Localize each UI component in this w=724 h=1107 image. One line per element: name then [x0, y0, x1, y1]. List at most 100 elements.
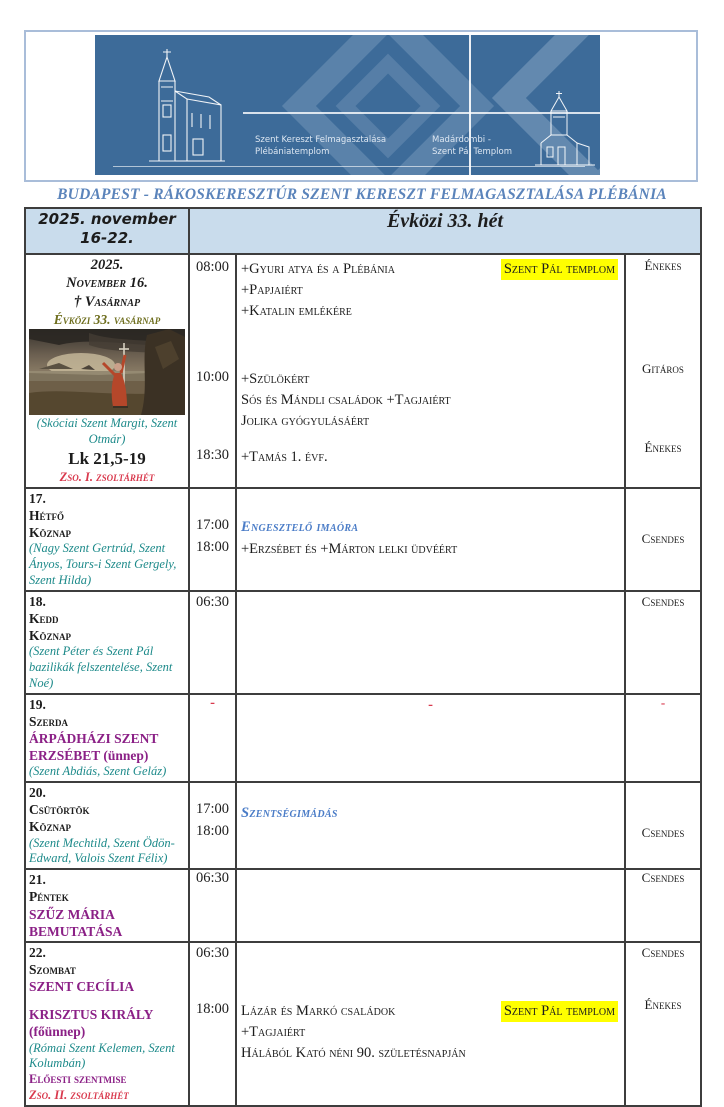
mass-intentions: +Tamás 1. évf.	[241, 447, 620, 468]
day-info-line: 20.	[29, 785, 46, 801]
day-info-line: Köznap	[29, 627, 72, 643]
time-cell: 06:30	[188, 868, 237, 943]
cross-vertical-line	[469, 35, 471, 175]
music-type: Énekes	[644, 440, 682, 455]
caption-line: Szent Kereszt Felmagasztalása	[255, 135, 387, 145]
content-cell: Szentségimádás	[235, 781, 626, 871]
mass-time: 06:30	[195, 593, 230, 610]
day-cell: 19. Szerda ÁRPÁDHÁZI SZENT ERZSÉBET (ünnep…	[24, 692, 190, 784]
mass-time: 17:00	[195, 801, 230, 818]
content-cell	[235, 589, 626, 695]
mass-time: 17:00	[195, 516, 230, 533]
music-type: Csendes	[641, 825, 685, 841]
day-info-line: KRISZTUS KIRÁLY (főünnep)	[29, 1007, 153, 1040]
intention-line: Hálából Kató néni 90. születésnapján	[241, 1044, 466, 1061]
music-type: Gitáros	[642, 361, 684, 376]
intention-line: Lázár és Markó családok	[241, 1002, 396, 1019]
day-info-line: 17.	[29, 490, 46, 506]
left-church-drawing	[149, 49, 225, 162]
music-cell: Énekes Gitáros Énekes	[624, 253, 702, 489]
mass-intentions: +Erzsébet és +Márton lelki üdvéért	[241, 539, 620, 560]
day-info-line: Köznap	[29, 524, 72, 540]
mass-intentions: Szent Pál templom +Gyuri atya és a Plébán…	[241, 259, 620, 322]
banner-baseline	[113, 166, 585, 167]
schedule-row: 18. Kedd Köznap (Szent Péter és Szent Pál b…	[24, 589, 702, 695]
intention-line: +Szülökért	[241, 371, 310, 387]
day-info-line: Zso. I. zsoltárhét	[59, 469, 155, 484]
schedule-row: 20. Csütörtök Köznap (Szent Mechtild, Szent…	[24, 781, 702, 871]
schedule-row: 21. Péntek SZŰZ MÁRIA BEMUTATÁSA 06:30 Csend…	[24, 868, 702, 943]
intention-line: +Erzsébet és +Márton lelki üdvéért	[241, 540, 458, 557]
caption-line: Szent Pál Templom	[432, 146, 513, 157]
day-info-line: (Szent Abdiás, Szent Geláz)	[29, 764, 167, 779]
music-cell: Csendes	[624, 589, 702, 695]
time-cell: 17:00 18:00	[188, 781, 237, 871]
music-type: -	[660, 694, 666, 710]
schedule-table: 2025. november 16-22. Évközi 33. hét 202…	[24, 207, 702, 1107]
day-info-line: Zso. II. zsoltárhét	[29, 1088, 129, 1103]
day-info-line: Szerda	[29, 713, 69, 729]
mass-time: 18:30	[195, 447, 230, 463]
caption-line: Madárdombi -	[432, 135, 491, 145]
day-info-line: (Szent Mechtild, Szent Ödön-Edward, Valo…	[29, 835, 175, 866]
week-header: Évközi 33. hét	[188, 207, 702, 255]
music-cell: Csendes	[624, 781, 702, 871]
music-type: Énekes	[644, 258, 682, 273]
content-cell: -	[235, 692, 626, 784]
schedule-row: 2025. November 16. † Vasárnap Évközi 33. va…	[24, 253, 702, 489]
day-info-line: 22.	[29, 944, 46, 960]
mass-time: 18:00	[195, 538, 230, 555]
day-info-line: (Szent Péter és Szent Pál bazilikák fels…	[29, 644, 173, 690]
mass-intentions: Szent Pál templom Lázár és Markó családok…	[241, 1000, 620, 1064]
day-cell: 18. Kedd Köznap (Szent Péter és Szent Pál b…	[24, 589, 190, 695]
day-info-line: Lk 21,5-19	[68, 449, 146, 469]
banner: Szent Kereszt Felmagasztalása Plébániate…	[24, 30, 698, 182]
intention-line: +Tamás 1. évf.	[241, 449, 328, 465]
day-info-line: 19.	[29, 696, 46, 712]
mass-time: -	[210, 694, 215, 711]
time-cell: 17:00 18:00	[188, 486, 237, 592]
day-info-line: Kedd	[29, 610, 59, 626]
day-info-line: ÁRPÁDHÁZI SZENT ERZSÉBET (ünnep)	[29, 730, 159, 764]
mass-time: 06:30	[195, 870, 230, 887]
day-info-line: Csütörtök	[29, 802, 90, 818]
intention-line: +Gyuri atya és a Plébánia	[241, 261, 395, 277]
content-cell: Szent Pál templom +Gyuri atya és a Plébán…	[235, 253, 626, 489]
day-info-line: Évközi 33. vasárnap	[53, 312, 161, 328]
left-church-caption: Szent Kereszt Felmagasztalása Plébániate…	[255, 135, 386, 159]
day-info-line: (Skóciai Szent Margit, Szent Otmár)	[36, 416, 178, 447]
date-range-header: 2025. november 16-22.	[24, 207, 190, 255]
day-info-line: 21.	[29, 872, 46, 888]
day-cell: 2025. November 16. † Vasárnap Évközi 33. va…	[24, 253, 190, 489]
intention-line: Jolika gyógyulásáért	[241, 413, 370, 429]
day-info-line: 2025.	[90, 257, 124, 273]
empty-dash: -	[428, 696, 433, 713]
content-cell: Engesztelő imaóra +Erzsébet és +Márton le…	[235, 486, 626, 592]
day-info-line: Előesti szentmise	[29, 1072, 127, 1087]
day-info-line: Péntek	[29, 889, 69, 905]
intention-line: Szentségimádás	[241, 805, 338, 822]
day-info-line: Hétfő	[29, 507, 65, 523]
day-info-line: (Nagy Szent Gertrúd, Szent Ányos, Tours-…	[29, 540, 177, 587]
intention-line: +Katalin emlékére	[241, 303, 352, 319]
sunday-gospel-painting	[29, 329, 185, 416]
mass-time: 18:00	[195, 823, 230, 840]
mass-time: 08:00	[195, 259, 230, 275]
banner-image: Szent Kereszt Felmagasztalása Plébániate…	[95, 35, 600, 175]
intention-line: Sós és Mándli családok +Tagjaiért	[241, 392, 451, 408]
right-church-drawing	[535, 91, 595, 166]
day-info-line: † Vasárnap	[73, 293, 141, 310]
day-info-line: (Római Szent Kelemen, Szent Kolumbán)	[29, 1040, 175, 1071]
mass-intentions: -	[241, 696, 620, 716]
music-cell: Csendes	[624, 868, 702, 943]
caption-line: Plébániatemplom	[255, 146, 330, 157]
music-cell: Csendes	[624, 486, 702, 592]
day-cell: 20. Csütörtök Köznap (Szent Mechtild, Szent…	[24, 781, 190, 871]
music-cell: -	[624, 692, 702, 784]
day-cell: 17. Hétfő Köznap (Nagy Szent Gertrúd, Szent…	[24, 486, 190, 592]
intention-line: +Tagjaiért	[241, 1023, 306, 1040]
music-type: Énekes	[644, 996, 682, 1012]
day-info-line: Köznap	[29, 819, 72, 835]
day-info-line: November 16.	[66, 275, 148, 292]
cross-horizontal-line	[243, 112, 600, 114]
